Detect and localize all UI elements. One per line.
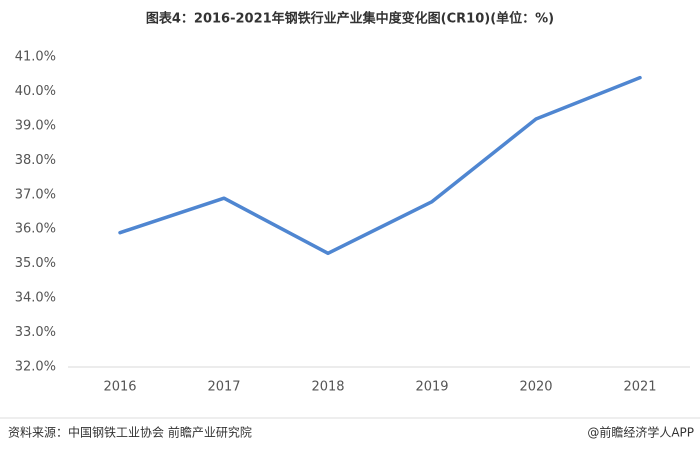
x-tick-label: 2021 [623,380,656,395]
y-tick-label: 38.0% [15,153,56,168]
y-tick-label: 39.0% [15,118,56,133]
y-tick-label: 34.0% [15,291,56,306]
series-line [118,75,642,256]
y-tick-label: 35.0% [15,256,56,271]
x-tick-label: 2020 [519,380,552,395]
x-tick-label: 2019 [415,380,448,395]
y-tick-label: 40.0% [15,84,56,99]
y-tick-label: 36.0% [15,222,56,237]
y-tick-label: 33.0% [15,325,56,340]
x-tick-label: 2018 [311,380,344,395]
y-tick-label: 41.0% [15,50,56,65]
y-tick-label: 32.0% [15,360,56,375]
chart-title: 图表4：2016-2021年钢铁行业产业集中度变化图(CR10)(单位：%) [146,11,554,27]
source: 资料来源：中国钢铁工业协会 前瞻产业研究院 [8,425,252,440]
x-tick-label: 2016 [103,380,136,395]
credit: @前瞻经济学人APP [587,425,694,440]
y-tick-label: 37.0% [15,187,56,202]
x-tick-label: 2017 [207,380,240,395]
